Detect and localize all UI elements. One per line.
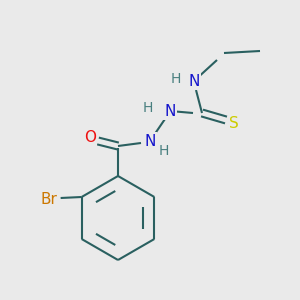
- Text: N: N: [164, 103, 176, 118]
- Text: O: O: [84, 130, 96, 146]
- Text: N: N: [188, 74, 200, 88]
- Text: H: H: [171, 72, 181, 86]
- Text: N: N: [144, 134, 156, 148]
- Text: S: S: [229, 116, 239, 130]
- Text: H: H: [159, 144, 169, 158]
- Text: Br: Br: [40, 191, 57, 206]
- Text: H: H: [143, 101, 153, 115]
